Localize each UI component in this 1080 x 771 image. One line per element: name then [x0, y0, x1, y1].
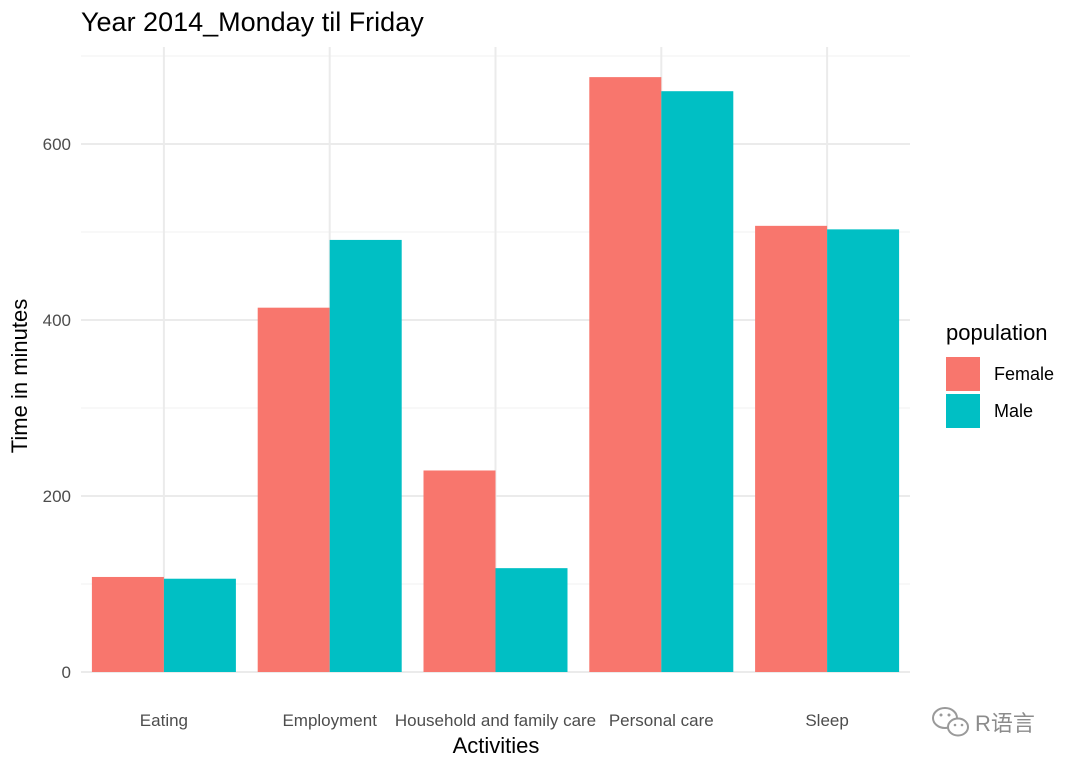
y-tick-label: 0 [62, 663, 71, 682]
bars [91, 77, 900, 673]
x-tick-label: Personal care [609, 711, 714, 730]
bar-female [589, 77, 662, 673]
bar-female [755, 225, 828, 672]
y-tick-label: 600 [43, 135, 71, 154]
legend-label-male: Male [994, 401, 1033, 421]
bar-female [91, 576, 164, 672]
y-axis-title: Time in minutes [7, 299, 32, 453]
bar-male [827, 229, 900, 673]
legend-title: population [946, 320, 1048, 345]
bar-female [423, 470, 496, 672]
x-axis-ticks: Eating Employment Household and family car… [140, 711, 849, 730]
watermark: R语言 [932, 707, 1035, 737]
legend: population Female Male [946, 320, 1054, 428]
legend-swatch-female [946, 357, 980, 391]
bar-male [661, 91, 734, 672]
x-tick-label: Employment [282, 711, 377, 730]
bar-male [495, 568, 568, 672]
chart-title: Year 2014_Monday til Friday [81, 7, 424, 37]
y-axis-ticks: 0 200 400 600 [43, 135, 71, 682]
x-tick-label: Eating [140, 711, 188, 730]
legend-label-female: Female [994, 364, 1054, 384]
bar-male [163, 578, 236, 672]
x-axis-title: Activities [453, 733, 540, 758]
legend-swatch-male [946, 394, 980, 428]
watermark-text: R语言 [975, 711, 1035, 736]
x-tick-label: Sleep [805, 711, 848, 730]
x-tick-label: Household and family care [395, 711, 596, 730]
bar-male [329, 239, 402, 673]
y-tick-label: 200 [43, 487, 71, 506]
y-tick-label: 400 [43, 311, 71, 330]
wechat-icon [932, 707, 969, 737]
bar-female [257, 307, 330, 672]
